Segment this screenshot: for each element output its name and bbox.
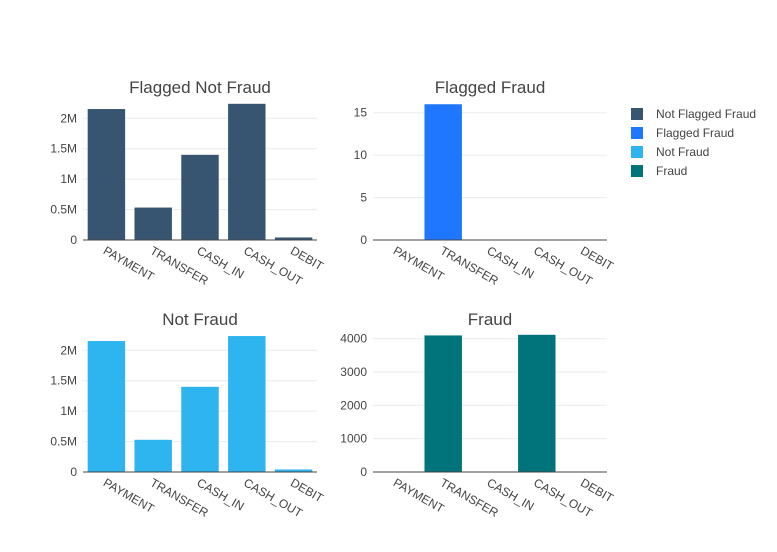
legend-label: Not Fraud [656,145,709,159]
bar-cash-in[interactable] [181,154,219,240]
y-tick-label: 0 [360,465,367,479]
legend-item[interactable]: Flagged Fraud [631,126,734,140]
bar-cash-out[interactable] [228,336,266,472]
legend-label: Not Flagged Fraud [656,107,756,121]
x-tick-label: PAYMENT [101,243,157,284]
bar-transfer[interactable] [424,335,462,472]
bar-transfer[interactable] [134,207,172,240]
y-tick-label: 4000 [340,332,367,346]
bar-payment[interactable] [87,341,126,472]
bar-transfer[interactable] [134,439,172,472]
bar-cash-out[interactable] [518,334,556,472]
bar-cash-out[interactable] [228,103,266,240]
y-tick-label: 2M [60,111,77,125]
y-tick-label: 1.5M [50,142,77,156]
subplot-title: Flagged Fraud [435,78,546,97]
subplot-title: Flagged Not Fraud [129,78,271,97]
y-tick-label: 0.5M [50,203,77,217]
y-tick-label: 1M [60,404,77,418]
y-tick-label: 0 [70,465,77,479]
legend-item[interactable]: Not Flagged Fraud [631,107,756,121]
legend-swatch [631,108,643,120]
bar-debit[interactable] [274,469,313,472]
legend-swatch [631,127,643,139]
x-tick-label: PAYMENT [101,475,157,516]
bar-payment[interactable] [87,109,126,241]
x-tick-label: PAYMENT [391,475,447,516]
y-tick-label: 0 [70,233,77,247]
legend-swatch [631,146,643,158]
y-tick-label: 15 [354,106,368,120]
y-tick-label: 1000 [340,432,367,446]
y-tick-label: 5 [360,191,367,205]
legend-label: Fraud [656,164,687,178]
y-tick-label: 3000 [340,365,367,379]
y-tick-label: 10 [354,148,368,162]
subplot-title: Fraud [468,310,512,329]
y-tick-label: 0 [360,233,367,247]
bar-cash-in[interactable] [181,386,219,472]
legend: Not Flagged Fraud Flagged Fraud Not Fraud F… [631,107,756,178]
subplot-4: Fraud01000200030004000PAYMENTTRANSFERCAS… [340,310,616,521]
legend-swatch [631,165,643,177]
legend-item[interactable]: Not Fraud [631,145,709,159]
y-tick-label: 0.5M [50,435,77,449]
y-tick-label: 1.5M [50,374,77,388]
y-tick-label: 2000 [340,398,367,412]
y-tick-label: 1M [60,172,77,186]
subplot-3: Not Fraud00.5M1M1.5M2MPAYMENTTRANSFERCAS… [50,310,326,521]
legend-item[interactable]: Fraud [631,164,687,178]
subplot-title: Not Fraud [162,310,238,329]
legend-label: Flagged Fraud [656,126,734,140]
x-tick-label: PAYMENT [391,243,447,284]
subplot-1: Flagged Not Fraud00.5M1M1.5M2MPAYMENTTRA… [50,78,326,289]
bar-debit[interactable] [274,237,313,240]
y-tick-label: 2M [60,343,77,357]
bar-transfer[interactable] [424,104,462,240]
subplot-2: Flagged Fraud051015PAYMENTTRANSFERCASH_I… [354,78,617,289]
